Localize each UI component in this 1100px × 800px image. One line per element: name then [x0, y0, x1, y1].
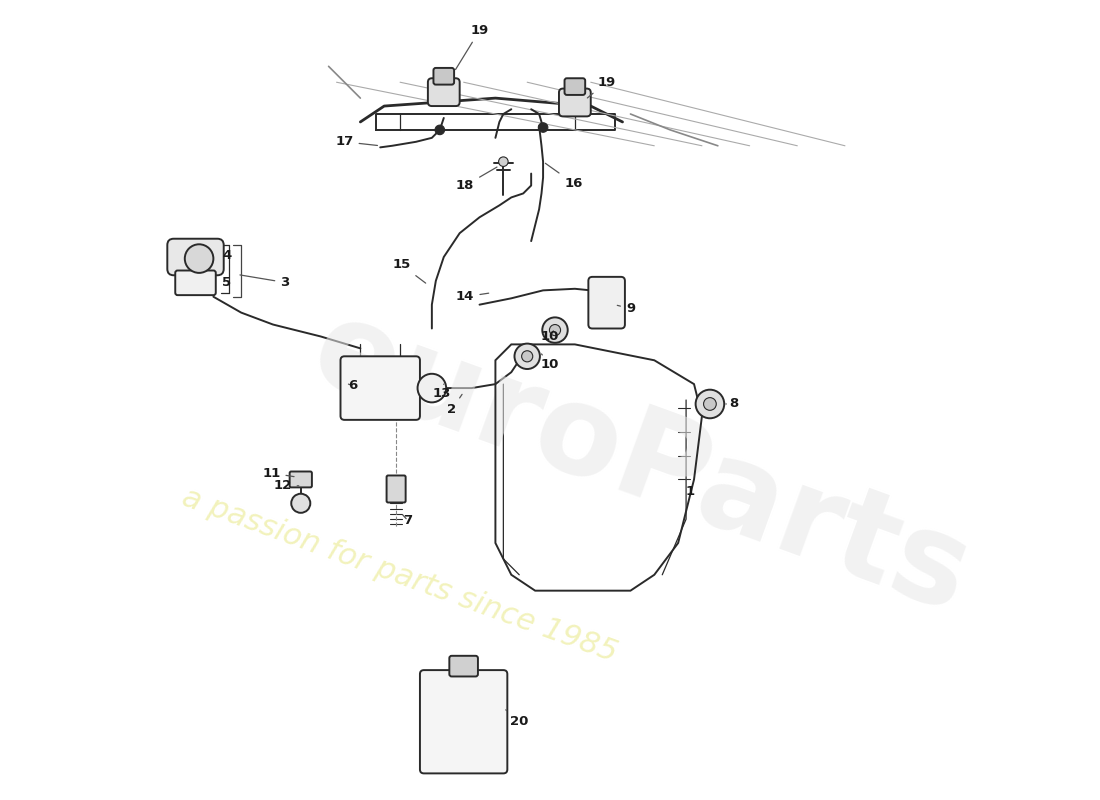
Text: 10: 10 [540, 330, 559, 343]
Text: 2: 2 [448, 394, 462, 416]
Text: 19: 19 [455, 24, 488, 70]
FancyBboxPatch shape [433, 68, 454, 85]
Text: 6: 6 [348, 379, 358, 392]
Text: 8: 8 [726, 398, 738, 410]
Text: 10: 10 [540, 354, 559, 370]
Circle shape [185, 244, 213, 273]
Text: 4: 4 [222, 249, 231, 262]
FancyBboxPatch shape [386, 475, 406, 502]
Text: 9: 9 [617, 302, 635, 315]
FancyBboxPatch shape [167, 238, 223, 275]
Circle shape [549, 325, 561, 336]
Text: 13: 13 [432, 384, 451, 400]
Circle shape [515, 343, 540, 369]
Circle shape [418, 374, 447, 402]
Circle shape [292, 494, 310, 513]
Text: 5: 5 [222, 276, 231, 289]
FancyBboxPatch shape [175, 270, 216, 295]
Text: 1: 1 [685, 479, 694, 498]
Text: euroParts: euroParts [297, 289, 987, 638]
FancyBboxPatch shape [420, 670, 507, 774]
Text: 11: 11 [262, 466, 294, 479]
Text: 19: 19 [587, 76, 616, 98]
Text: 15: 15 [393, 258, 426, 283]
Text: 14: 14 [456, 290, 488, 303]
Text: 16: 16 [546, 163, 583, 190]
FancyBboxPatch shape [341, 356, 420, 420]
Circle shape [704, 398, 716, 410]
FancyBboxPatch shape [559, 89, 591, 116]
Circle shape [538, 122, 548, 132]
Circle shape [695, 390, 724, 418]
FancyBboxPatch shape [449, 656, 477, 677]
Circle shape [498, 157, 508, 166]
Circle shape [542, 318, 568, 342]
Text: 17: 17 [336, 135, 377, 148]
FancyBboxPatch shape [428, 78, 460, 106]
FancyBboxPatch shape [588, 277, 625, 329]
FancyBboxPatch shape [289, 471, 312, 487]
Circle shape [521, 350, 532, 362]
FancyBboxPatch shape [564, 78, 585, 95]
Text: a passion for parts since 1985: a passion for parts since 1985 [177, 482, 620, 667]
Text: 7: 7 [403, 514, 412, 527]
Text: 18: 18 [456, 167, 497, 192]
Text: 20: 20 [506, 710, 528, 728]
Text: 12: 12 [274, 479, 299, 492]
Circle shape [434, 125, 444, 134]
Text: 3: 3 [240, 275, 289, 289]
